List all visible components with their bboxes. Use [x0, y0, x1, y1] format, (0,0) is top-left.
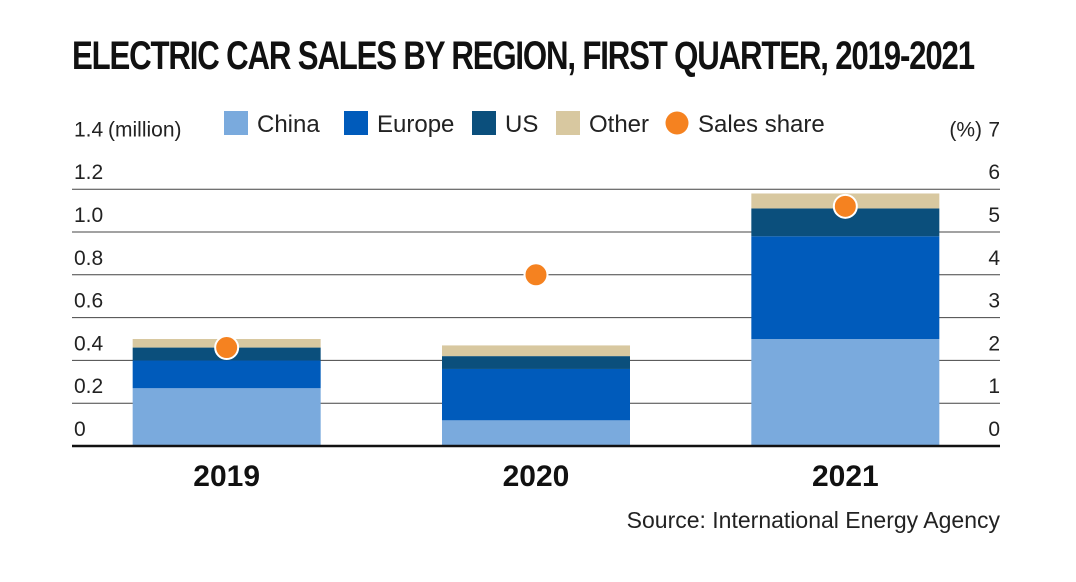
legend-swatch-europe — [344, 111, 368, 135]
bar-other-2020 — [442, 345, 630, 357]
y-tick-label: 0.2 — [74, 375, 103, 398]
bar-europe-2021 — [751, 236, 940, 339]
y-axis-right: 0 1 2 3 4 5 6 7 (%) — [949, 118, 1000, 441]
legend-swatch-china — [224, 111, 248, 135]
y-axis-left: 0 0.2 0.4 0.6 0.8 1.0 1.2 1.4 (million) — [74, 118, 182, 441]
legend-swatch-sales-share — [665, 111, 689, 135]
legend-label: Other — [589, 111, 649, 138]
y2-tick-label: 3 — [988, 290, 1000, 313]
bar-us-2020 — [442, 356, 630, 369]
legend: China Europe US Other Sales share — [224, 111, 825, 138]
bar-china-2021 — [751, 339, 940, 446]
bar-china-2020 — [442, 420, 630, 446]
x-tick-label: 2020 — [503, 460, 570, 493]
sales-share-dots — [214, 193, 858, 361]
x-tick-label: 2019 — [193, 460, 260, 493]
bars — [132, 193, 940, 446]
y2-tick-label: 5 — [988, 204, 1000, 227]
sales-share-dot-2019 — [214, 335, 240, 361]
legend-label: Europe — [377, 111, 454, 138]
y-tick-label: 0 — [74, 418, 86, 441]
sales-share-dot-2021 — [832, 193, 858, 219]
legend-label: Sales share — [698, 111, 825, 138]
y-tick-label: 1.0 — [74, 204, 103, 227]
y-axis-unit: (million) — [108, 118, 182, 141]
y-tick-label: 0.4 — [74, 332, 104, 355]
y2-tick-label: 7 — [988, 118, 1000, 141]
y2-tick-label: 1 — [988, 375, 1000, 398]
y-tick-label: 1.4 — [74, 118, 104, 141]
bar-europe-2020 — [442, 368, 630, 421]
legend-swatch-other — [556, 111, 580, 135]
sales-share-dot-2020 — [523, 262, 549, 288]
chart-title: ELECTRIC CAR SALES BY REGION, FIRST QUAR… — [72, 34, 975, 78]
legend-label: US — [505, 111, 538, 138]
y2-axis-unit: (%) — [949, 118, 982, 141]
y-tick-label: 0.8 — [74, 247, 103, 270]
y2-tick-label: 6 — [988, 161, 1000, 184]
y2-tick-label: 0 — [988, 418, 1000, 441]
legend-label: China — [257, 111, 320, 138]
bar-europe-2019 — [132, 360, 321, 389]
bar-china-2019 — [132, 388, 321, 446]
y-tick-label: 0.6 — [74, 290, 103, 313]
y-tick-label: 1.2 — [74, 161, 103, 184]
y2-tick-label: 2 — [988, 332, 1000, 355]
x-tick-label: 2021 — [812, 460, 879, 493]
x-axis-labels: 2019 2020 2021 — [193, 460, 878, 493]
legend-swatch-us — [472, 111, 496, 135]
source-note: Source: International Energy Agency — [627, 507, 1001, 533]
y2-tick-label: 4 — [988, 247, 1000, 270]
